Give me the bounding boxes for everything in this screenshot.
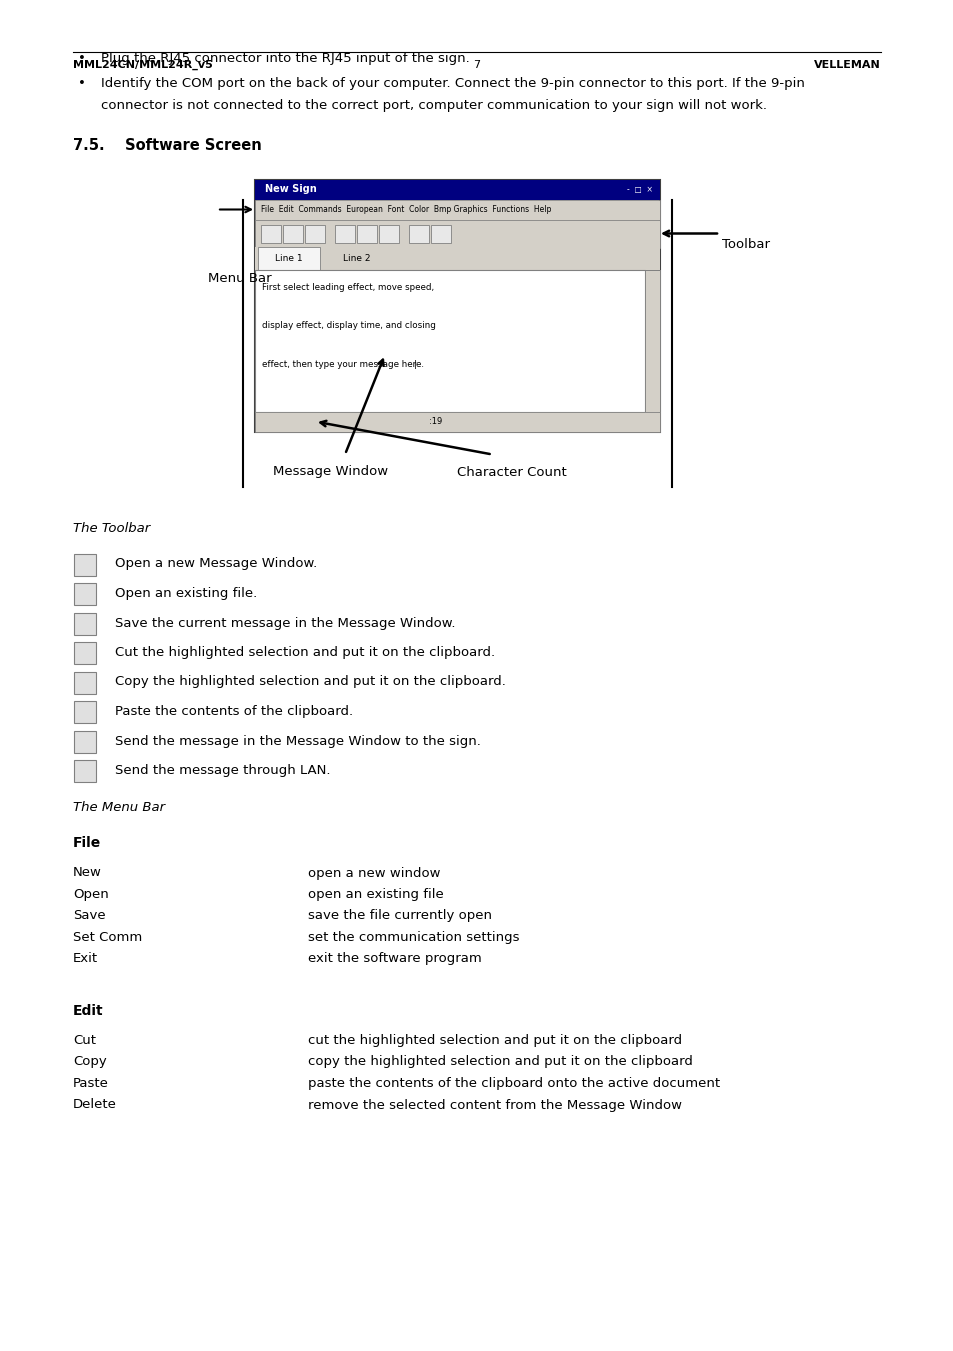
Bar [431, 224, 451, 242]
Bar [74, 671, 96, 693]
Text: Save the current message in the Message Window.: Save the current message in the Message … [115, 616, 455, 630]
Text: Save: Save [73, 909, 106, 923]
Text: Character Count: Character Count [457, 466, 567, 478]
Text: cut the highlighted selection and put it on the clipboard: cut the highlighted selection and put it… [308, 1034, 681, 1047]
Text: File  Edit  Commands  European  Font  Color  Bmp Graphics  Functions  Help: File Edit Commands European Font Color B… [261, 205, 551, 213]
Text: Toolbar: Toolbar [721, 239, 769, 251]
Text: Menu Bar: Menu Bar [208, 273, 272, 285]
Text: save the file currently open: save the file currently open [308, 909, 492, 923]
Text: Edit: Edit [73, 1004, 104, 1019]
Bar [254, 269, 644, 412]
Text: Exit: Exit [73, 952, 98, 966]
Bar [74, 612, 96, 635]
Bar [254, 219, 659, 247]
Text: The Menu Bar: The Menu Bar [73, 801, 165, 815]
Bar [74, 584, 96, 605]
Text: connector is not connected to the correct port, computer communication to your s: connector is not connected to the correc… [101, 100, 766, 112]
Text: New: New [73, 866, 102, 880]
Text: Open: Open [73, 888, 109, 901]
Text: display effect, display time, and closing: display effect, display time, and closin… [262, 322, 436, 331]
Text: First select leading effect, move speed,: First select leading effect, move speed, [262, 284, 434, 293]
Bar [409, 224, 429, 242]
Bar [74, 701, 96, 723]
Text: Copy the highlighted selection and put it on the clipboard.: Copy the highlighted selection and put i… [115, 676, 505, 689]
Text: exit the software program: exit the software program [308, 952, 481, 966]
Text: 7: 7 [473, 59, 480, 70]
Text: Plug the RJ45 connector into the RJ45 input of the sign.: Plug the RJ45 connector into the RJ45 in… [101, 51, 469, 65]
Text: Open an existing file.: Open an existing file. [115, 586, 257, 600]
Text: |: | [414, 359, 416, 369]
Text: Set Comm: Set Comm [73, 931, 142, 944]
Text: Identify the COM port on the back of your computer. Connect the 9-pin connector : Identify the COM port on the back of you… [101, 77, 804, 91]
Bar [356, 224, 376, 242]
Bar [335, 224, 355, 242]
Text: File: File [73, 836, 101, 851]
Text: Line 1: Line 1 [274, 254, 302, 263]
Bar [254, 180, 659, 200]
Text: Cut: Cut [73, 1034, 96, 1047]
Text: Send the message in the Message Window to the sign.: Send the message in the Message Window t… [115, 735, 480, 747]
Bar [74, 731, 96, 753]
Bar [254, 412, 659, 431]
Text: effect, then type your message here.: effect, then type your message here. [262, 359, 423, 369]
Bar [74, 642, 96, 663]
Text: Line 2: Line 2 [343, 254, 371, 263]
Text: Cut the highlighted selection and put it on the clipboard.: Cut the highlighted selection and put it… [115, 646, 495, 659]
Text: open a new window: open a new window [308, 866, 440, 880]
Text: Open a new Message Window.: Open a new Message Window. [115, 558, 317, 570]
Text: Paste: Paste [73, 1077, 109, 1090]
Text: VELLEMAN: VELLEMAN [814, 59, 880, 70]
Bar [74, 761, 96, 782]
Text: New Sign: New Sign [265, 185, 316, 195]
Bar [254, 200, 659, 219]
Text: -  □  ×: - □ × [626, 185, 652, 195]
Bar [257, 247, 319, 269]
Text: :19: :19 [429, 417, 442, 426]
Text: remove the selected content from the Message Window: remove the selected content from the Mes… [308, 1098, 681, 1112]
Text: 7.5.    Software Screen: 7.5. Software Screen [73, 138, 261, 153]
Text: Send the message through LAN.: Send the message through LAN. [115, 765, 330, 777]
Text: paste the contents of the clipboard onto the active document: paste the contents of the clipboard onto… [308, 1077, 720, 1090]
Bar [254, 180, 659, 431]
Text: •: • [78, 51, 86, 65]
Text: The Toolbar: The Toolbar [73, 521, 150, 535]
Bar [74, 554, 96, 576]
Text: set the communication settings: set the communication settings [308, 931, 519, 944]
Bar [378, 224, 398, 242]
Text: •: • [78, 77, 86, 91]
Bar [644, 269, 659, 412]
Text: Delete: Delete [73, 1098, 117, 1112]
Text: MML24CN/MML24R_v5: MML24CN/MML24R_v5 [73, 59, 213, 70]
Bar [261, 224, 281, 242]
Bar [283, 224, 303, 242]
Text: Paste the contents of the clipboard.: Paste the contents of the clipboard. [115, 705, 353, 717]
Text: Message Window: Message Window [273, 466, 388, 478]
Bar [254, 247, 659, 269]
Bar [305, 224, 325, 242]
Text: Copy: Copy [73, 1055, 107, 1069]
Text: open an existing file: open an existing file [308, 888, 443, 901]
Text: copy the highlighted selection and put it on the clipboard: copy the highlighted selection and put i… [308, 1055, 692, 1069]
